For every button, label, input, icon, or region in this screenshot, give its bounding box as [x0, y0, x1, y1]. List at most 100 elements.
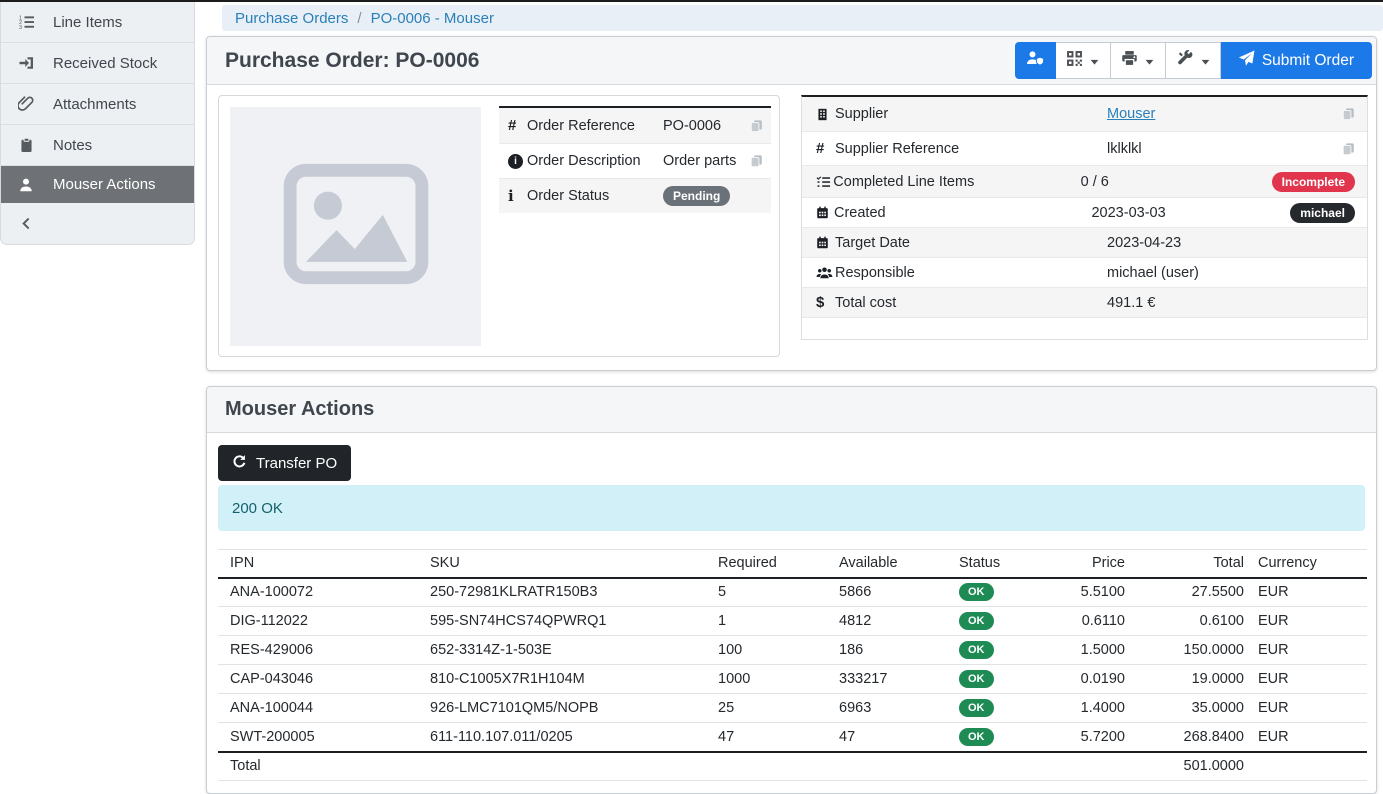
supplier-link[interactable]: Mouser: [1107, 106, 1156, 122]
table-row: RES-429006 652-3314Z-1-503E 100 186 OK 1…: [218, 635, 1367, 665]
supplier-details-table: Supplier Mouser # Supplier Reference lkl…: [801, 95, 1368, 340]
transfer-po-label: Transfer PO: [256, 454, 338, 472]
chevron-down-icon: [1145, 52, 1154, 70]
order-toolbar: Submit Order: [1014, 42, 1372, 79]
detail-row-created: Created 2023-03-03 michael: [802, 197, 1367, 227]
sign-in-icon: [16, 55, 36, 71]
admin-view-button[interactable]: [1014, 42, 1056, 79]
mouser-actions-panel-header: Mouser Actions: [207, 387, 1376, 433]
submit-order-button[interactable]: Submit Order: [1220, 42, 1372, 79]
sidebar-item-label: Attachments: [53, 95, 137, 113]
created-date-value: 2023-03-03: [1091, 204, 1166, 221]
table-row: ANA-100072 250-72981KLRATR150B3 5 5866 O…: [218, 577, 1367, 607]
tools-icon: [1176, 49, 1194, 72]
print-actions-button[interactable]: [1110, 42, 1166, 79]
hash-icon: #: [816, 140, 825, 157]
transfer-po-button[interactable]: Transfer PO: [218, 445, 352, 481]
breadcrumb-link-current-order[interactable]: PO-0006 - Mouser: [370, 9, 494, 27]
submit-order-label: Submit Order: [1261, 51, 1354, 69]
column-header-total: Total: [1125, 549, 1244, 579]
detail-row-order-reference: # Order Reference PO-0006: [499, 108, 771, 143]
order-actions-button[interactable]: [1165, 42, 1221, 79]
users-icon: [807, 266, 835, 280]
hash-icon: #: [508, 117, 517, 134]
sidebar-item-notes[interactable]: Notes: [1, 125, 194, 166]
status-badge: OK: [959, 699, 994, 717]
detail-row-order-description: i Order Description Order parts: [499, 143, 771, 178]
window-top-edge: [0, 0, 1383, 2]
breadcrumb-separator: /: [357, 9, 362, 27]
order-status-badge: Pending: [663, 186, 731, 206]
qr-code-icon: [1066, 50, 1083, 72]
status-badge: OK: [959, 583, 994, 602]
sidebar-item-received-stock[interactable]: Received Stock: [1, 43, 194, 84]
status-badge: OK: [959, 727, 994, 746]
table-footer-row: Total 501.0000: [218, 751, 1367, 781]
detail-row-order-status: i Order Status Pending: [499, 178, 771, 213]
page-title: Purchase Order: PO-0006: [225, 48, 480, 72]
purchase-order-panel: Purchase Order: PO-0006: [206, 36, 1377, 371]
column-header-available: Available: [839, 549, 959, 579]
dollar-icon: $: [816, 294, 825, 311]
supplier-reference-value: lklklkl: [1107, 140, 1142, 157]
detail-row-responsible: Responsible michael (user): [802, 257, 1367, 287]
info-circle-icon: i: [499, 153, 527, 169]
svg-text:1: 1: [19, 15, 22, 21]
responsible-value: michael (user): [1107, 264, 1199, 281]
breadcrumb-link-purchase-orders[interactable]: Purchase Orders: [235, 9, 349, 27]
detail-row-supplier: Supplier Mouser: [802, 97, 1367, 131]
image-placeholder-icon: [280, 163, 432, 290]
table-row: SWT-200005 611-110.107.011/0205 47 47 OK…: [218, 722, 1367, 753]
calendar-icon: [807, 205, 834, 220]
detail-row-completed-line-items: Completed Line Items 0 / 6 Incomplete: [802, 165, 1367, 197]
svg-text:2: 2: [19, 20, 22, 26]
table-footer-total: 501.0000: [1125, 751, 1244, 781]
copy-icon[interactable]: [750, 154, 763, 168]
column-header-status: Status: [959, 549, 1044, 579]
barcode-actions-button[interactable]: [1055, 42, 1111, 79]
table-row: ANA-100044 926-LMC7101QM5/NOPB 25 6963 O…: [218, 693, 1367, 723]
sidebar-collapse-button[interactable]: [1, 203, 194, 244]
completed-line-items-value: 0 / 6: [1080, 173, 1109, 190]
table-row: DIG-112022 595-SN74HCS74QPWRQ1 1 4812 OK…: [218, 606, 1367, 636]
order-details-table: # Order Reference PO-0006 i Order Descri…: [499, 106, 771, 213]
status-badge: OK: [959, 670, 994, 688]
copy-icon[interactable]: [1342, 107, 1355, 121]
building-icon: [807, 107, 835, 122]
column-header-sku: SKU: [430, 549, 718, 579]
status-badge: OK: [959, 641, 994, 659]
created-by-badge: michael: [1290, 202, 1355, 223]
breadcrumb: Purchase Orders / PO-0006 - Mouser: [222, 5, 1383, 31]
svg-text:3: 3: [19, 25, 22, 30]
sidebar-item-attachments[interactable]: Attachments: [1, 84, 194, 125]
sidebar-item-label: Mouser Actions: [53, 176, 156, 193]
sidebar-item-mouser-actions[interactable]: Mouser Actions: [1, 166, 194, 203]
sidebar-item-label: Received Stock: [53, 54, 158, 72]
column-header-currency: Currency: [1244, 549, 1367, 579]
copy-icon[interactable]: [1342, 142, 1355, 156]
user-icon: [16, 177, 36, 193]
order-summary-card: # Order Reference PO-0006 i Order Descri…: [218, 95, 780, 357]
chevron-left-icon: [16, 216, 36, 231]
chevron-down-icon: [1201, 52, 1210, 70]
sidebar-item-label: Line Items: [53, 13, 123, 31]
status-badge: OK: [959, 612, 994, 630]
total-cost-value: 491.1 €: [1107, 294, 1156, 311]
target-date-value: 2023-04-23: [1107, 234, 1182, 251]
line-items-table: IPN SKU Required Available Status Price …: [218, 549, 1367, 781]
refresh-icon: [232, 454, 247, 473]
paper-plane-icon: [1238, 50, 1255, 72]
info-icon: i: [508, 187, 514, 205]
order-image-placeholder[interactable]: [230, 107, 481, 346]
mouser-actions-title: Mouser Actions: [225, 398, 375, 420]
printer-icon: [1121, 50, 1138, 72]
purchase-order-panel-header: Purchase Order: PO-0006: [207, 37, 1376, 85]
copy-icon[interactable]: [750, 119, 763, 133]
table-footer-label: Total: [218, 751, 430, 781]
detail-row-target-date: Target Date 2023-04-23: [802, 227, 1367, 257]
detail-row-empty: [802, 317, 1367, 339]
user-shield-icon: [1025, 49, 1045, 72]
